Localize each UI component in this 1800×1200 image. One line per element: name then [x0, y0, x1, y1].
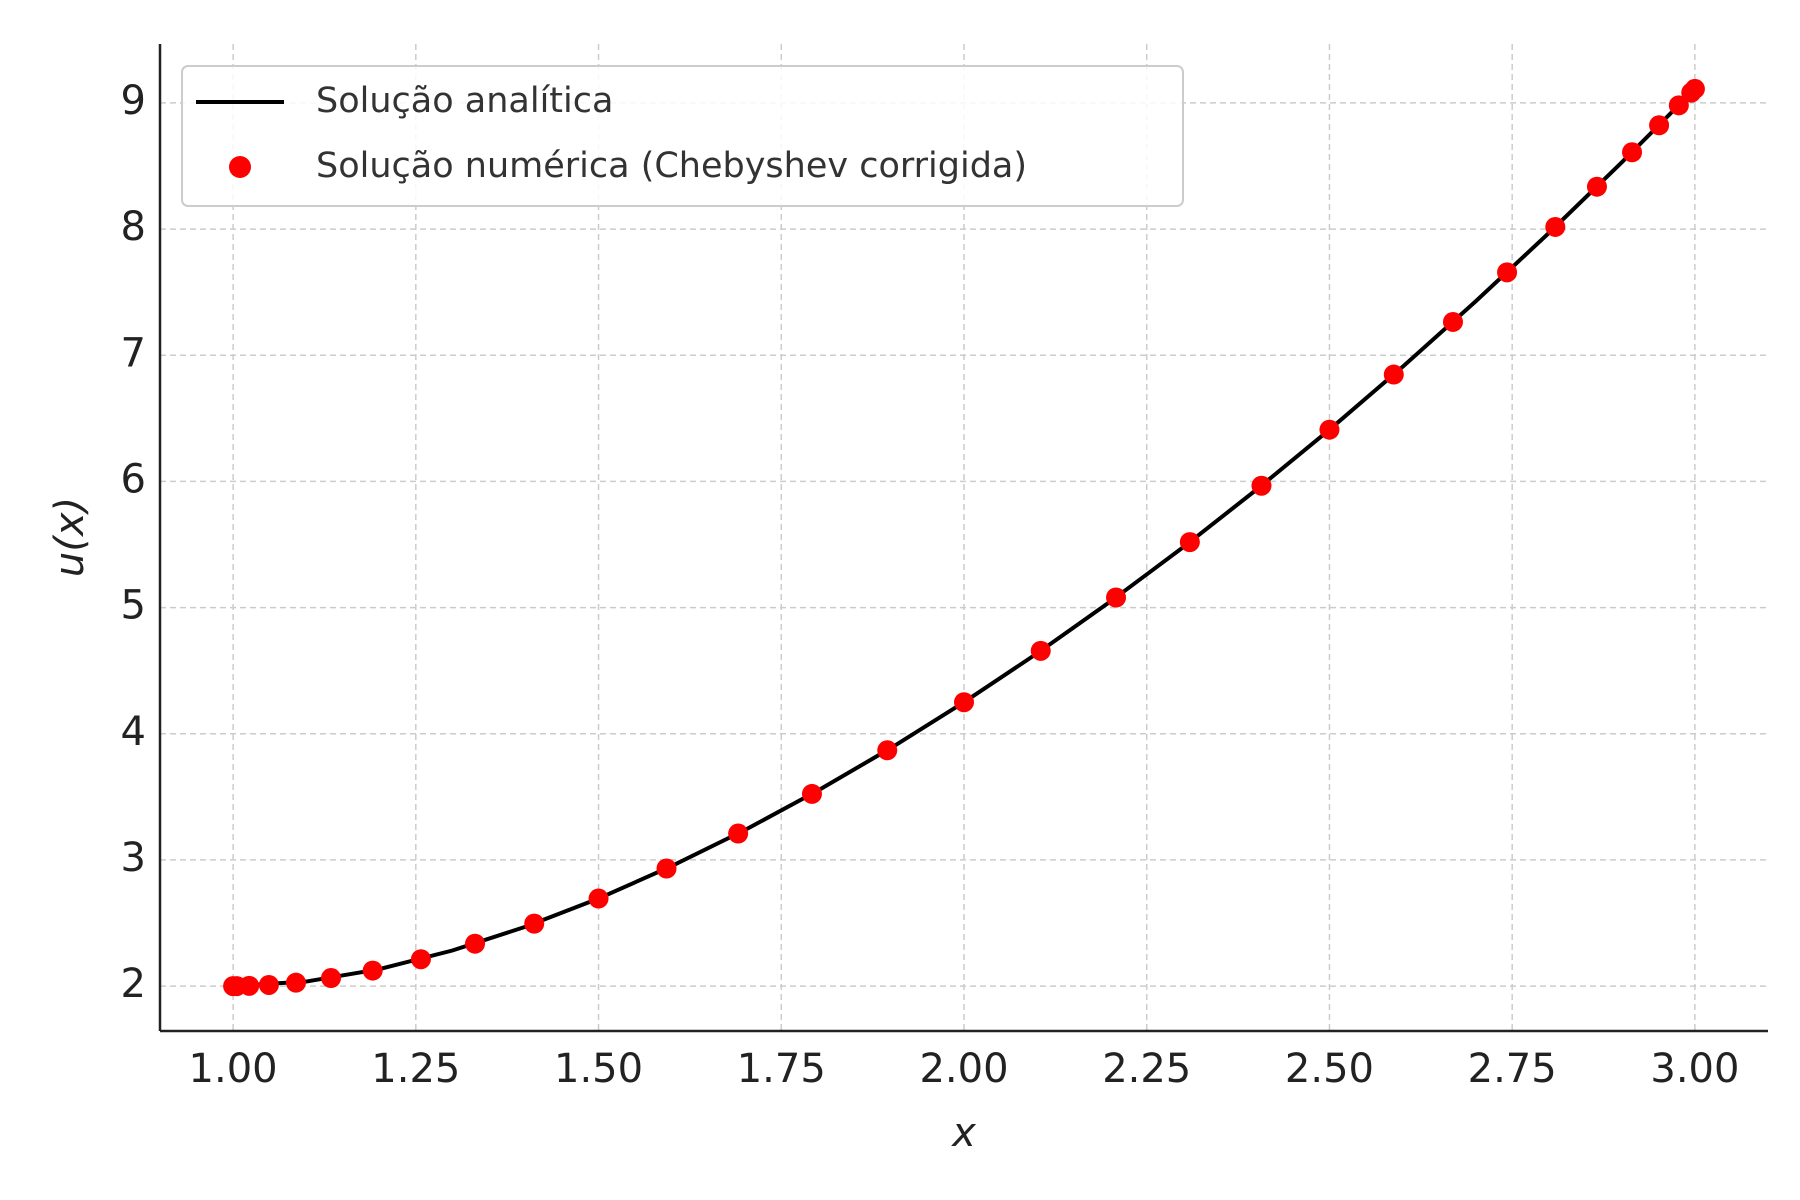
point	[258, 974, 279, 995]
point	[656, 858, 677, 879]
point	[1383, 364, 1404, 385]
point	[1545, 216, 1566, 237]
point	[877, 740, 898, 761]
point	[321, 968, 342, 989]
point	[1106, 587, 1127, 608]
point	[1179, 532, 1200, 553]
point	[801, 783, 822, 804]
y-tick-label: 7	[121, 330, 146, 376]
point	[524, 913, 545, 934]
point	[285, 972, 306, 993]
point	[588, 888, 609, 909]
y-axis-label: u(x)	[47, 497, 93, 577]
y-tick-label: 3	[121, 835, 146, 881]
y-tick-label: 9	[121, 78, 146, 124]
point	[1684, 78, 1705, 99]
x-tick-label: 2.25	[1102, 1046, 1191, 1092]
point	[362, 960, 383, 981]
y-tick-label: 6	[121, 456, 146, 502]
legend-label: Solução analítica	[316, 81, 613, 121]
legend-box	[181, 65, 1184, 207]
x-tick-label: 1.50	[554, 1046, 643, 1092]
point	[410, 949, 431, 970]
y-tick-label: 4	[121, 709, 146, 755]
y-tick-label: 2	[121, 961, 146, 1007]
x-tick-label: 2.75	[1468, 1046, 1557, 1092]
point	[239, 975, 260, 996]
x-axis-label: x	[950, 1110, 976, 1156]
point	[1251, 475, 1272, 496]
point	[1649, 115, 1670, 136]
legend-marker	[229, 156, 251, 178]
point	[1442, 311, 1463, 332]
x-tick-label: 3.00	[1650, 1046, 1739, 1092]
x-tick-label: 1.00	[189, 1046, 278, 1092]
y-tick-label: 5	[121, 583, 146, 629]
point	[728, 823, 749, 844]
x-tick-label: 1.25	[371, 1046, 460, 1092]
legend-label: Solução numérica (Chebyshev corrigida)	[316, 146, 1027, 186]
point	[1668, 95, 1689, 116]
x-tick-label: 1.75	[737, 1046, 826, 1092]
point	[1497, 262, 1518, 283]
x-tick-label: 2.50	[1285, 1046, 1374, 1092]
point	[465, 933, 486, 954]
point	[1622, 142, 1643, 163]
point	[1586, 176, 1607, 197]
x-tick-label: 2.00	[919, 1046, 1008, 1092]
y-tick-label: 8	[121, 204, 146, 250]
point	[1319, 419, 1340, 440]
point	[954, 692, 974, 713]
point	[1030, 640, 1051, 661]
